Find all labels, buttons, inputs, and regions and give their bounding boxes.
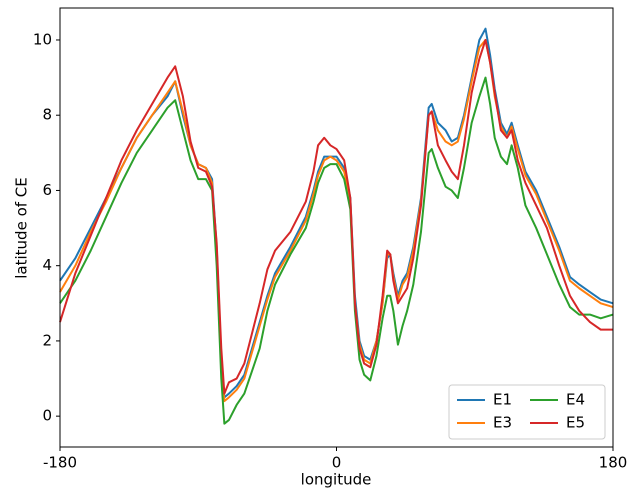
legend: E1 E3 E4 E5 <box>448 384 606 440</box>
x-tick-label: 180 <box>599 454 628 472</box>
legend-label: E3 <box>493 414 512 432</box>
y-tick-label: 0 <box>42 407 52 425</box>
y-tick-label: 2 <box>42 331 52 349</box>
data-line <box>59 38 614 403</box>
plot-frame <box>59 7 614 448</box>
y-tick-label: 6 <box>42 181 52 199</box>
y-tick-label: 10 <box>33 30 52 48</box>
y-tick-label: 4 <box>42 256 52 274</box>
data-line <box>59 76 614 425</box>
x-axis-label: longitude <box>301 471 372 489</box>
x-tick-label: -180 <box>43 454 77 472</box>
x-tick-label: 0 <box>332 454 342 472</box>
legend-box <box>448 384 606 440</box>
legend-label: E5 <box>566 414 585 432</box>
legend-label: E1 <box>493 391 512 409</box>
legend-label: E4 <box>566 391 585 409</box>
data-line <box>59 38 613 395</box>
y-tick-label: 8 <box>42 106 52 124</box>
y-axis-label: latitude of CE <box>13 177 31 279</box>
